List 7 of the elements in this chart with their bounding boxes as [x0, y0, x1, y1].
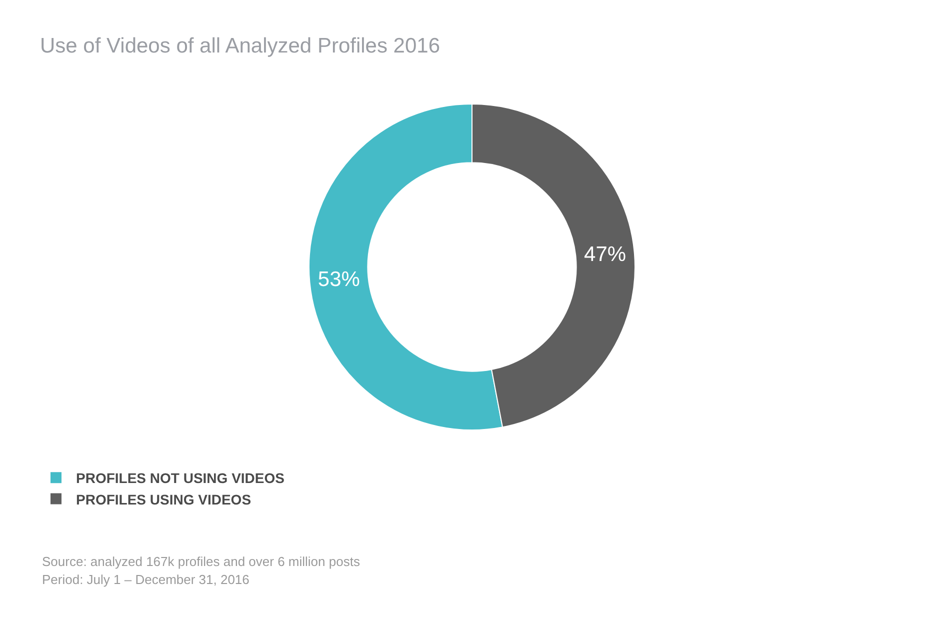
data-label: 53% [318, 268, 360, 292]
legend-label: PROFILES USING VIDEOS [76, 491, 252, 508]
source-note: Source: analyzed 167k profiles and over 6 million posts [42, 554, 360, 569]
legend-label: PROFILES NOT USING VIDEOS [76, 470, 284, 486]
data-label: 47% [584, 242, 626, 266]
text: Period: July 1 – December 31, 2016 [42, 572, 250, 587]
chart-title: Use of Videos of all Analyzed Profiles 2016 [40, 34, 440, 58]
